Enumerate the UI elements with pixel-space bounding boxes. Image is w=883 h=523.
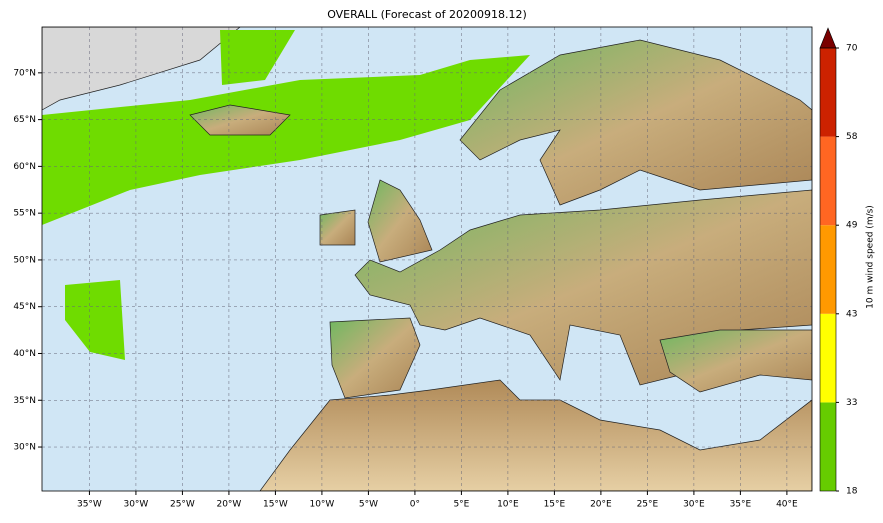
colorbar-segment	[820, 313, 836, 403]
y-tick-label: 50°N	[13, 255, 36, 265]
map-frame	[41, 26, 813, 492]
wind-area	[42, 55, 530, 225]
iceland	[189, 104, 291, 136]
x-tick-label: 35°W	[77, 500, 102, 510]
x-tick-label: 15°E	[544, 500, 566, 510]
graticule	[42, 27, 812, 491]
iberia	[329, 317, 421, 399]
x-tick-label: 25°W	[170, 500, 195, 510]
y-tick-label: 35°N	[13, 396, 36, 406]
y-tick-label: 60°N	[13, 162, 36, 172]
colorbar-segment	[820, 402, 836, 491]
x-tick-label: 30°W	[123, 500, 148, 510]
wind-area	[220, 30, 295, 85]
colorbar-tick-label: 58	[846, 132, 858, 142]
y-tick-label: 40°N	[13, 349, 36, 359]
x-tick-label: 30°E	[683, 500, 705, 510]
y-tick-label: 70°N	[13, 68, 36, 78]
great-britain	[367, 179, 433, 263]
x-tick-label: 0°	[410, 500, 420, 510]
colorbar-tick-label: 70	[846, 44, 858, 54]
colorbar-segment	[820, 225, 836, 314]
wind-area	[65, 280, 125, 360]
y-tick-label: 55°N	[13, 209, 36, 219]
colorbar-frame	[819, 47, 837, 492]
x-tick-label: 35°E	[730, 500, 752, 510]
x-tick-label: 40°E	[776, 500, 798, 510]
colorbar-segment	[820, 136, 836, 226]
colorbar-extend	[819, 27, 837, 49]
x-tick-label: 20°W	[216, 500, 241, 510]
x-tick-label: 20°E	[590, 500, 612, 510]
anatolia	[659, 329, 812, 393]
x-tick-label: 5°E	[453, 500, 469, 510]
greenland	[42, 27, 241, 111]
y-tick-label: 65°N	[13, 115, 36, 125]
map-title: OVERALL (Forecast of 20200918.12)	[327, 8, 527, 21]
x-tick-label: 5°W	[359, 500, 378, 510]
x-tick-label: 25°E	[637, 500, 659, 510]
map-area	[42, 27, 812, 491]
africa	[259, 379, 812, 491]
colorbar-tick-label: 18	[846, 487, 858, 497]
colorbar-label: 10 m wind speed (m/s)	[866, 205, 876, 309]
ireland	[319, 209, 356, 246]
y-tick-label: 45°N	[13, 302, 36, 312]
x-tick-label: 10°W	[309, 500, 334, 510]
colorbar-tick-label: 43	[846, 309, 857, 319]
colorbar-tick-label: 33	[846, 398, 857, 408]
colorbar-segment	[820, 48, 836, 137]
x-tick-label: 10°E	[497, 500, 519, 510]
colorbar-tick-label: 49	[846, 221, 858, 231]
scandinavia	[459, 39, 812, 206]
x-tick-label: 15°W	[263, 500, 288, 510]
y-tick-label: 30°N	[13, 443, 36, 453]
